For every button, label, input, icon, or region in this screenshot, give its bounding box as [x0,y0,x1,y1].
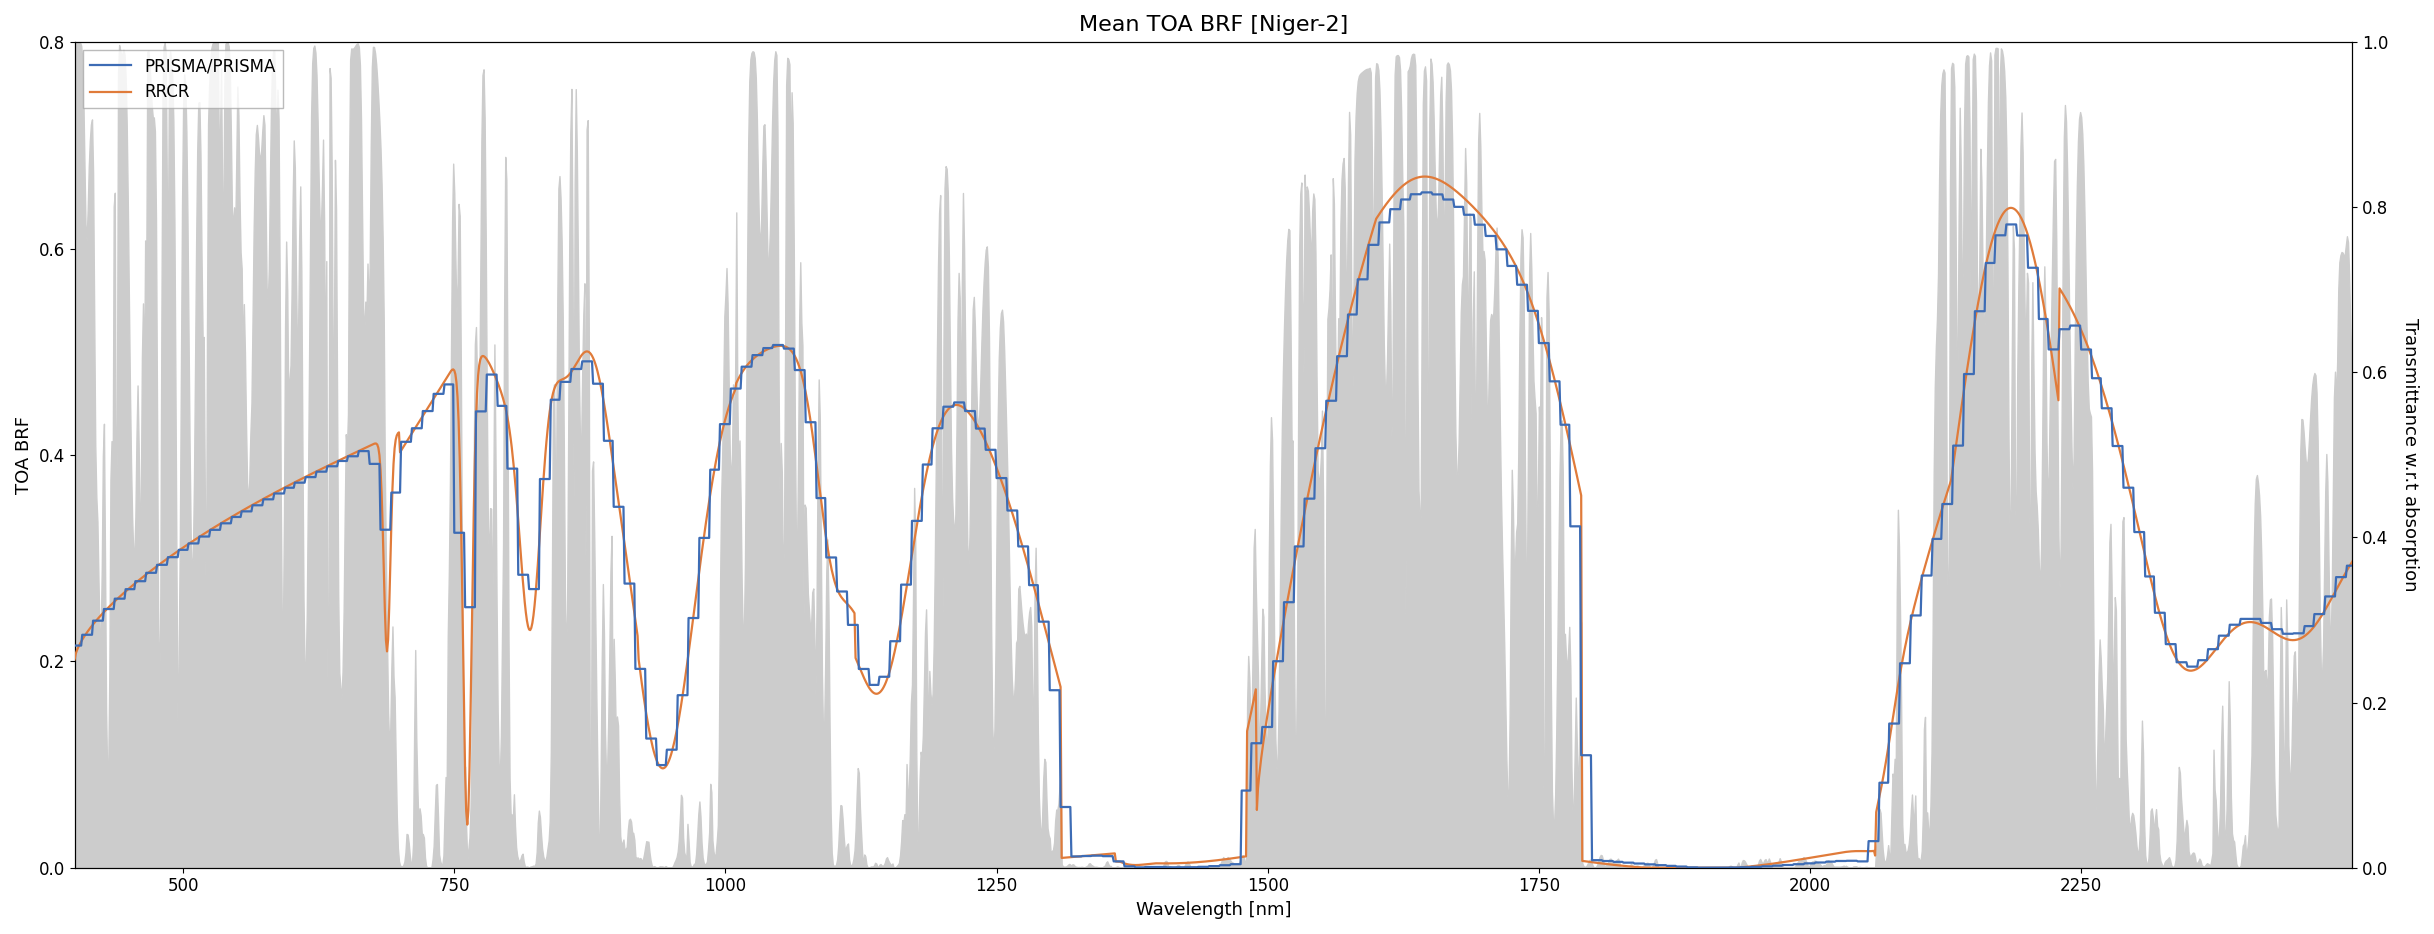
RRCR [2337,556,2366,567]
PRISMA/PRISMA [1288,541,1317,552]
Y-axis label: Transmittance w.r.t absorption: Transmittance w.r.t absorption [2400,318,2419,591]
Title: Mean TOA BRF [Niger-2]: Mean TOA BRF [Niger-2] [1078,15,1348,35]
Y-axis label: TOA BRF: TOA BRF [15,416,34,494]
RRCR [635,727,664,738]
RRCR [1409,171,1438,182]
PRISMA/PRISMA [1665,861,1694,872]
PRISMA/PRISMA [832,586,862,597]
RRCR [287,473,316,484]
RRCR [1667,862,1696,873]
RRCR [669,679,699,690]
PRISMA/PRISMA [61,640,90,651]
Legend: PRISMA/PRISMA, RRCR: PRISMA/PRISMA, RRCR [83,50,282,108]
PRISMA/PRISMA [2337,560,2366,572]
RRCR [1288,523,1317,534]
PRISMA/PRISMA [287,477,316,488]
RRCR [61,654,90,665]
PRISMA/PRISMA [669,689,699,700]
Line: RRCR: RRCR [75,177,2351,868]
PRISMA/PRISMA [635,733,664,744]
RRCR [1631,862,1660,873]
Line: PRISMA/PRISMA: PRISMA/PRISMA [75,192,2351,868]
PRISMA/PRISMA [1684,862,1714,873]
PRISMA/PRISMA [1407,187,1436,198]
RRCR [832,597,862,608]
X-axis label: Wavelength [nm]: Wavelength [nm] [1137,901,1292,919]
